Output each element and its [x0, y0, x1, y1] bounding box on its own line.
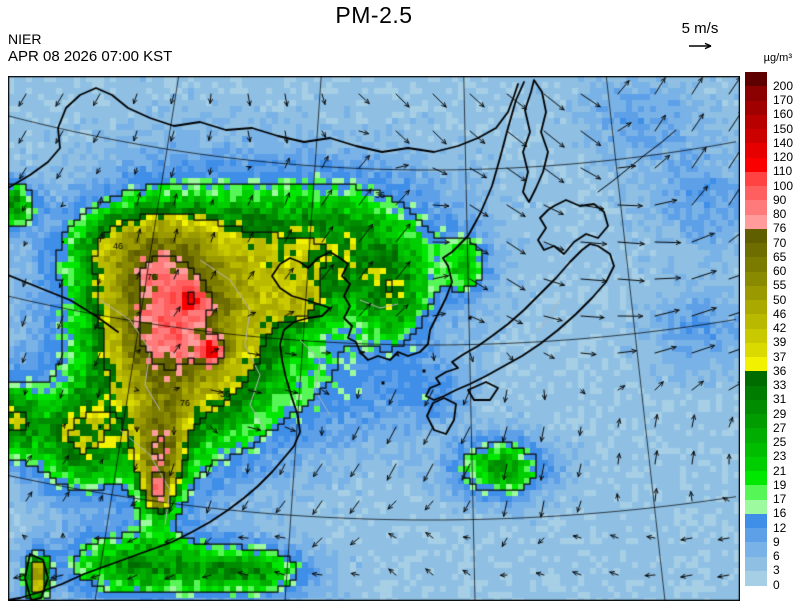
colorbar-segment — [745, 257, 767, 273]
colorbar-segment — [745, 271, 767, 287]
colorbar-tick-label: 80 — [773, 207, 787, 221]
colorbar-segment — [745, 214, 767, 230]
wind-scale-label: 5 m/s — [681, 20, 719, 37]
colorbar-segment — [745, 285, 767, 301]
colorbar-tick-label: 60 — [773, 264, 787, 278]
colorbar-segment — [745, 171, 767, 187]
colorbar-segment — [745, 556, 767, 572]
colorbar-segment — [745, 528, 767, 543]
colorbar-tick-label: 6 — [773, 549, 780, 563]
colorbar-segment — [745, 114, 767, 130]
colorbar-tick-label: 37 — [773, 349, 787, 364]
colorbar-tick-label: 70 — [773, 235, 787, 250]
units-label: µg/m³ — [763, 52, 792, 64]
colorbar-tick-label: 200 — [773, 78, 794, 93]
colorbar: 200 170 160 150 140 120 110 100 90 80 76 70 65 60 55 50… — [745, 72, 799, 602]
colorbar-tick-label: 17 — [773, 492, 787, 506]
colorbar-segment — [745, 399, 767, 415]
pm25-concentration-map — [8, 76, 740, 601]
colorbar-tick-label: 0 — [773, 577, 780, 592]
colorbar-tick-label: 31 — [773, 392, 787, 407]
page-title: PM-2.5 — [335, 2, 413, 28]
colorbar-segment — [745, 570, 767, 586]
colorbar-tick-label: 36 — [773, 363, 787, 378]
colorbar-segment — [745, 428, 767, 444]
colorbar-segment — [745, 328, 767, 344]
colorbar-tick-label: 140 — [773, 135, 794, 150]
agency-label: NIER — [8, 31, 42, 47]
colorbar-tick-label: 21 — [773, 463, 787, 478]
colorbar-segment — [745, 143, 767, 159]
colorbar-tick-label: 90 — [773, 192, 787, 207]
colorbar-segment — [745, 228, 767, 244]
colorbar-tick-label: 25 — [773, 435, 787, 449]
colorbar-segment — [745, 371, 767, 387]
colorbar-segment — [745, 499, 767, 515]
colorbar-segment — [745, 157, 767, 173]
colorbar-segment — [745, 100, 767, 116]
colorbar-tick-label: 150 — [773, 121, 794, 136]
colorbar-tick-label: 16 — [773, 506, 787, 521]
colorbar-tick-label: 65 — [773, 249, 787, 264]
colorbar-tick-label: 12 — [773, 520, 787, 535]
colorbar-segment — [745, 86, 767, 102]
colorbar-segment — [745, 200, 767, 216]
colorbar-tick-label: 42 — [773, 321, 787, 335]
wind-scale-arrow-icon — [689, 42, 712, 50]
colorbar-tick-label: 23 — [773, 449, 787, 464]
colorbar-tick-label: 27 — [773, 420, 787, 435]
colorbar-tick-label: 9 — [773, 534, 780, 549]
colorbar-segment — [745, 72, 767, 87]
colorbar-segment — [745, 342, 767, 358]
valid-datetime-label: APR 08 2026 07:00 KST — [8, 48, 173, 65]
colorbar-segment — [745, 414, 767, 429]
colorbar-segment — [745, 186, 767, 201]
colorbar-segment — [745, 243, 767, 258]
colorbar-tick-label: 76 — [773, 221, 787, 236]
colorbar-tick-label: 39 — [773, 335, 787, 350]
colorbar-tick-label: 170 — [773, 93, 794, 107]
colorbar-segment — [745, 357, 767, 372]
colorbar-tick-label: 46 — [773, 306, 787, 321]
colorbar-segment — [745, 542, 767, 558]
colorbar-tick-label: 55 — [773, 278, 787, 293]
colorbar-segment — [745, 129, 767, 144]
colorbar-tick-label: 19 — [773, 477, 787, 492]
colorbar-segment — [745, 442, 767, 458]
colorbar-segment — [745, 300, 767, 315]
colorbar-tick-label: 33 — [773, 378, 787, 392]
colorbar-tick-label: 50 — [773, 292, 787, 307]
colorbar-tick-label: 160 — [773, 107, 794, 122]
colorbar-tick-label: 110 — [773, 164, 793, 179]
colorbar-segment — [745, 314, 767, 330]
colorbar-segment — [745, 513, 767, 529]
colorbar-tick-label: 100 — [773, 178, 794, 193]
colorbar-segment — [745, 385, 767, 401]
colorbar-segment — [745, 471, 767, 486]
colorbar-tick-label: 120 — [773, 150, 794, 164]
colorbar-segment — [745, 456, 767, 472]
colorbar-tick-label: 29 — [773, 406, 787, 421]
colorbar-tick-label: 3 — [773, 563, 780, 578]
colorbar-segment — [745, 485, 767, 501]
